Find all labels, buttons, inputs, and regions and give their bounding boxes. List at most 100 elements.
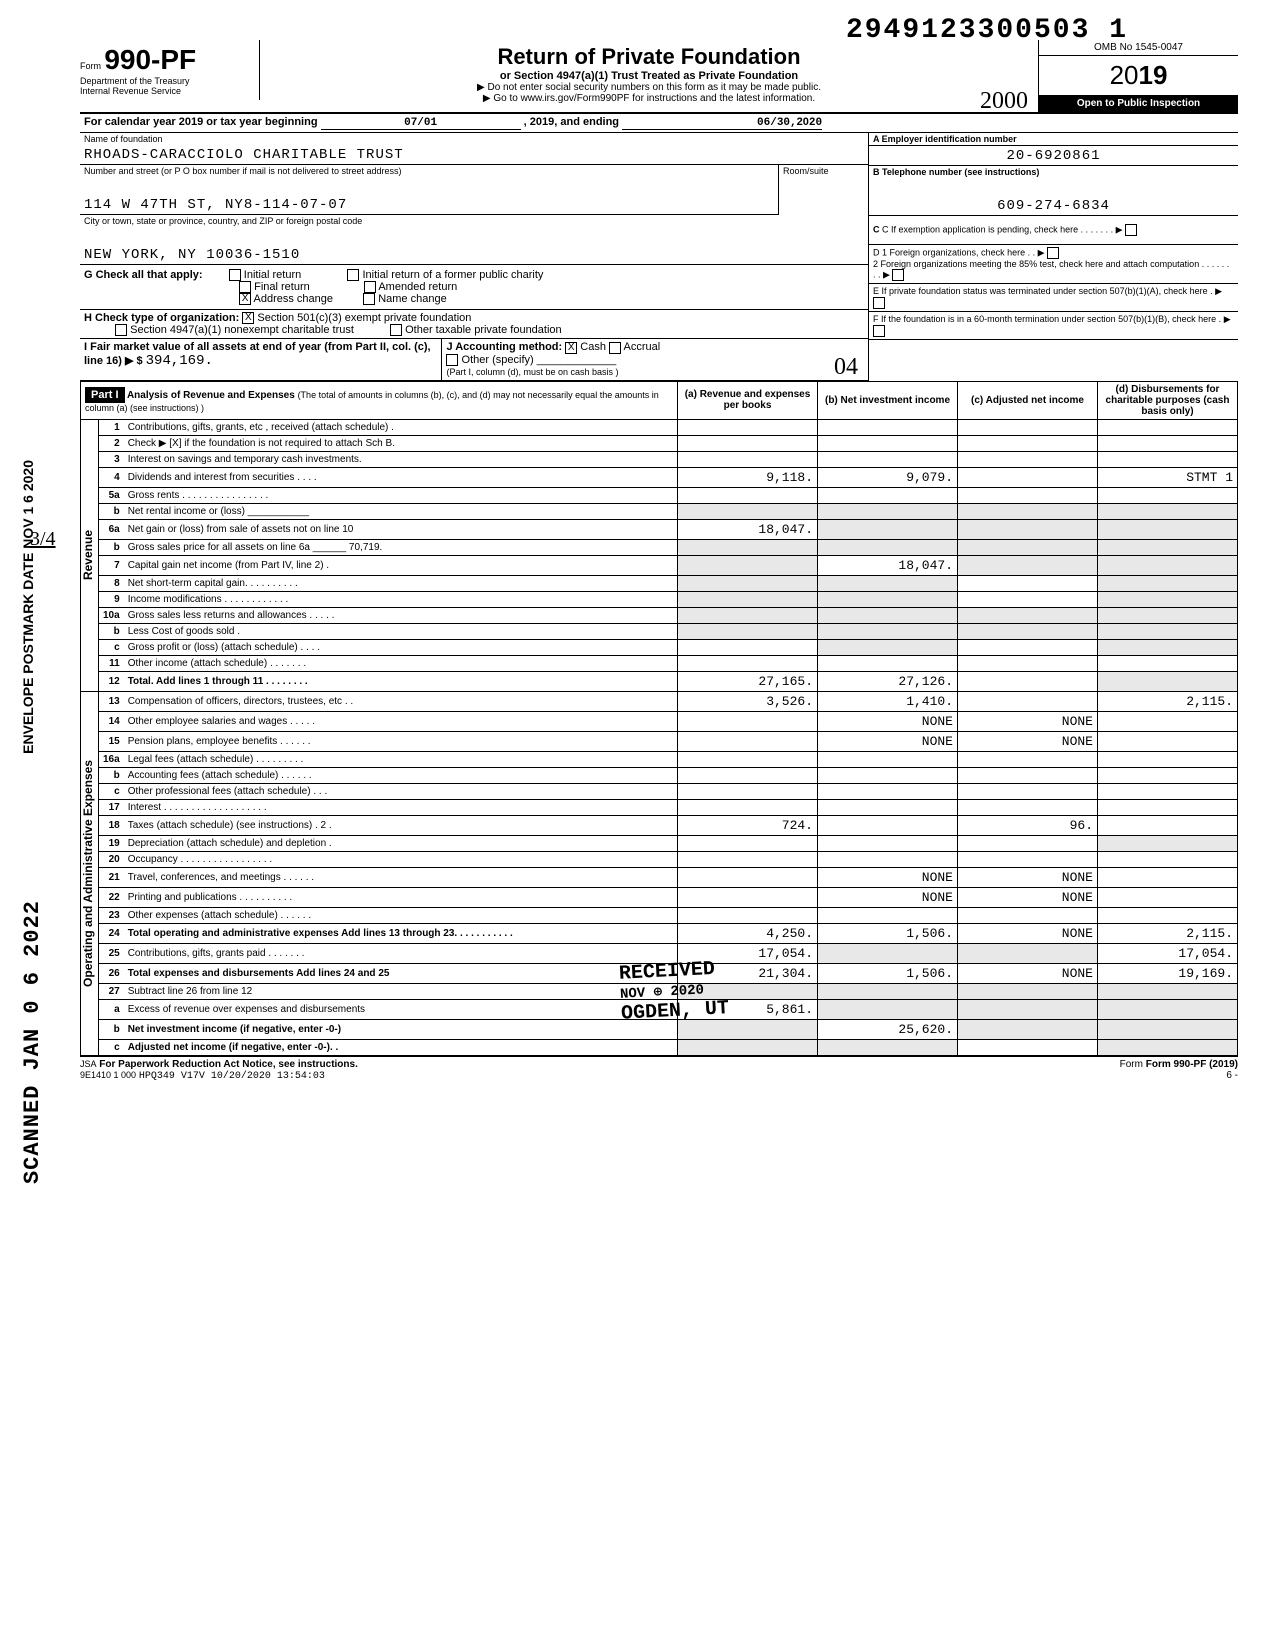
checkbox-e[interactable] <box>873 297 885 309</box>
amount-cell: 3,526. <box>678 691 818 711</box>
checkbox-amended-return[interactable] <box>364 281 376 293</box>
table-row: 5aGross rents . . . . . . . . . . . . . … <box>81 487 1238 503</box>
amount-cell <box>818 907 958 923</box>
amount-cell <box>818 815 958 835</box>
table-row: 7Capital gain net income (from Part IV, … <box>81 555 1238 575</box>
amount-cell <box>958 467 1098 487</box>
form-title: Return of Private Foundation <box>268 44 1030 70</box>
checkbox-accrual[interactable] <box>609 342 621 354</box>
amount-cell <box>958 487 1098 503</box>
checkbox-other[interactable] <box>446 354 458 366</box>
amount-cell <box>1098 435 1238 451</box>
amount-cell <box>1098 539 1238 555</box>
amount-cell <box>958 591 1098 607</box>
line-number: 17 <box>99 799 124 815</box>
amount-cell <box>1098 887 1238 907</box>
amount-cell <box>818 799 958 815</box>
table-row: Revenue1Contributions, gifts, grants, et… <box>81 419 1238 435</box>
line-number: c <box>99 639 124 655</box>
part1-header: Part I <box>85 387 125 403</box>
checkbox-address-change[interactable]: X <box>239 293 251 305</box>
amount-cell: 724. <box>678 815 818 835</box>
period-end: 06/30,2020 <box>622 116 822 130</box>
table-row: bLess Cost of goods sold . <box>81 623 1238 639</box>
table-row: 20Occupancy . . . . . . . . . . . . . . … <box>81 851 1238 867</box>
table-row: Operating and Administrative Expenses13C… <box>81 691 1238 711</box>
amount-cell <box>1098 731 1238 751</box>
amount-cell: NONE <box>958 887 1098 907</box>
amount-cell <box>958 1039 1098 1055</box>
line-number: 8 <box>99 575 124 591</box>
form-header: Form 990-PF Department of the Treasury I… <box>80 40 1238 114</box>
line-description: Capital gain net income (from Part IV, l… <box>124 555 678 575</box>
amount-cell <box>818 519 958 539</box>
ein-value: 20-6920861 <box>869 146 1238 166</box>
checkbox-initial-return[interactable] <box>229 269 241 281</box>
amount-cell <box>678 607 818 623</box>
postmark-stamp: ENVELOPE POSTMARK DATE NOV 1 6 2020 <box>20 460 36 754</box>
section-e: E If private foundation status was termi… <box>869 284 1238 312</box>
line-description: Total expenses and disbursements Add lin… <box>124 963 678 983</box>
amount-cell <box>1098 907 1238 923</box>
amount-cell <box>958 623 1098 639</box>
amount-cell <box>958 983 1098 999</box>
amount-cell: 18,047. <box>678 519 818 539</box>
table-row: 27Subtract line 26 from line 12 <box>81 983 1238 999</box>
foundation-address: 114 W 47TH ST, NY8-114-07-07 <box>80 195 778 215</box>
phone-value: 609-274-6834 <box>869 196 1238 216</box>
amount-cell <box>678 555 818 575</box>
section-h: H Check type of organization: X Section … <box>80 310 868 339</box>
table-row: 21Travel, conferences, and meetings . . … <box>81 867 1238 887</box>
foundation-name: RHOADS-CARACCIOLO CHARITABLE TRUST <box>80 145 868 165</box>
table-row: 18Taxes (attach schedule) (see instructi… <box>81 815 1238 835</box>
table-row: cOther professional fees (attach schedul… <box>81 783 1238 799</box>
ein-label: A Employer identification number <box>869 133 1238 146</box>
amount-cell <box>1098 419 1238 435</box>
checkbox-c[interactable] <box>1125 224 1137 236</box>
line-description: Compensation of officers, directors, tru… <box>124 691 678 711</box>
table-row: 6aNet gain or (loss) from sale of assets… <box>81 519 1238 539</box>
amount-cell <box>678 731 818 751</box>
amount-cell: 4,250. <box>678 923 818 943</box>
form-note2: ▶ Go to www.irs.gov/Form990PF for instru… <box>268 93 1030 104</box>
amount-cell <box>818 503 958 519</box>
checkbox-name-change[interactable] <box>363 293 375 305</box>
form-number: 990-PF <box>104 44 196 75</box>
amount-cell: 5,861. <box>678 999 818 1019</box>
col-b-header: (b) Net investment income <box>818 381 958 419</box>
checkbox-other-taxable[interactable] <box>390 324 402 336</box>
amount-cell <box>1098 555 1238 575</box>
amount-cell <box>678 751 818 767</box>
amount-cell: STMT 1 <box>1098 467 1238 487</box>
line-number: 4 <box>99 467 124 487</box>
section-d: D 1 Foreign organizations, check here . … <box>869 245 1238 284</box>
line-description: Legal fees (attach schedule) . . . . . .… <box>124 751 678 767</box>
amount-cell <box>1098 983 1238 999</box>
table-row: aExcess of revenue over expenses and dis… <box>81 999 1238 1019</box>
line-description: Less Cost of goods sold . <box>124 623 678 639</box>
checkbox-501c3[interactable]: X <box>242 312 254 324</box>
amount-cell <box>678 487 818 503</box>
amount-cell: 25,620. <box>818 1019 958 1039</box>
amount-cell: 21,304. <box>678 963 818 983</box>
amount-cell <box>958 555 1098 575</box>
amount-cell: 17,054. <box>678 943 818 963</box>
checkbox-f[interactable] <box>873 325 885 337</box>
amount-cell <box>958 655 1098 671</box>
amount-cell <box>818 767 958 783</box>
checkbox-d2[interactable] <box>892 269 904 281</box>
line-number: 1 <box>99 419 124 435</box>
checkbox-initial-former[interactable] <box>347 269 359 281</box>
amount-cell <box>818 751 958 767</box>
col-a-header: (a) Revenue and expenses per books <box>678 381 818 419</box>
line-number: 26 <box>99 963 124 983</box>
checkbox-cash[interactable]: X <box>565 342 577 354</box>
table-row: bGross sales price for all assets on lin… <box>81 539 1238 555</box>
amount-cell <box>1098 999 1238 1019</box>
amount-cell <box>678 799 818 815</box>
line-number: 11 <box>99 655 124 671</box>
checkbox-d1[interactable] <box>1047 247 1059 259</box>
checkbox-final-return[interactable] <box>239 281 251 293</box>
checkbox-4947a1[interactable] <box>115 324 127 336</box>
amount-cell <box>678 851 818 867</box>
